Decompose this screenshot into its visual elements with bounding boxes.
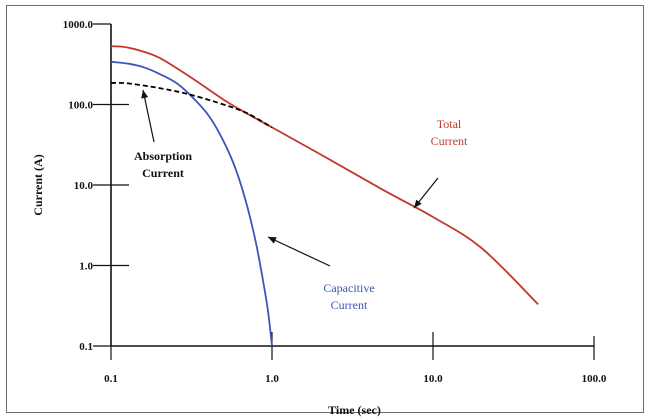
capacitive-current-line [110, 60, 273, 347]
annotation-arrowhead [414, 199, 422, 208]
x-tick-label: 100.0 [582, 373, 607, 385]
annotation-arrow-line [267, 236, 331, 267]
x-axis-title: Time (sec) [328, 403, 381, 417]
absorption-current-line [110, 81, 273, 129]
y-tick-label: 10.0 [74, 180, 94, 192]
y-tick-label: 0.1 [79, 341, 93, 353]
total-current-label: Total [437, 117, 462, 131]
ticks: 1000.0 100.0 10.0 1.0 0.1 0.1 1.0 10.0 100.0 [63, 19, 607, 385]
y-tick-label: 1.0 [79, 261, 93, 273]
annotation-arrow-line [142, 89, 155, 143]
annotation-arrowhead [268, 237, 277, 244]
chart-frame [6, 5, 644, 413]
total-current-label: Current [431, 134, 468, 148]
y-axis-title: Current (A) [31, 154, 45, 215]
absorption-current-label: Absorption [134, 149, 192, 163]
capacitive-current-label: Capacitive [323, 281, 374, 295]
y-tick-label: 100.0 [68, 100, 93, 112]
x-tick-label: 0.1 [104, 373, 118, 385]
labels: Time (sec) Current (A) Absorption Current To… [31, 89, 468, 417]
capacitive-current-label: Current [331, 298, 368, 312]
absorption-current-label: Current [142, 166, 184, 180]
x-tick-label: 1.0 [265, 373, 279, 385]
x-tick-label: 10.0 [423, 373, 443, 385]
y-tick-label: 1000.0 [63, 19, 94, 31]
series-lines [110, 45, 539, 347]
annotation-arrowhead [141, 90, 149, 99]
